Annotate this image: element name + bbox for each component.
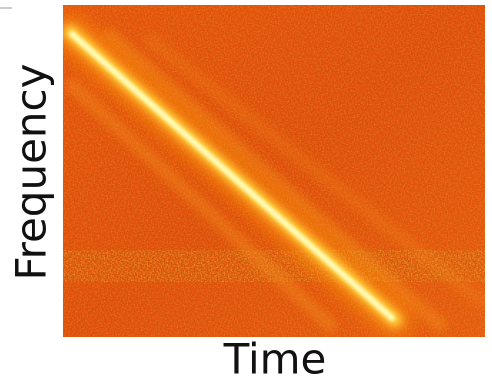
x-axis-label: Time <box>223 335 327 383</box>
y-axis-label: Frequency <box>7 64 56 281</box>
plot-area <box>63 5 485 337</box>
harmonic <box>143 33 485 307</box>
harmonic <box>65 78 337 332</box>
ridge-core <box>69 31 395 321</box>
harmonic <box>103 28 447 332</box>
